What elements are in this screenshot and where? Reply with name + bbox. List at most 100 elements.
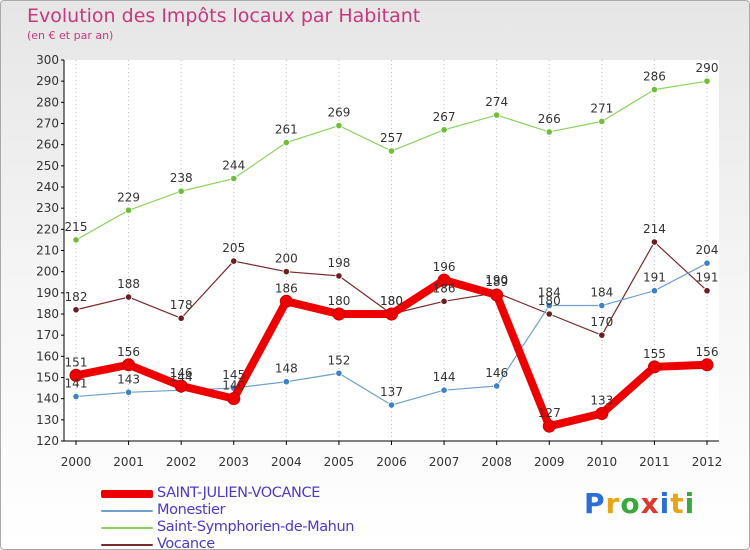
point-vocance-2004 [282,268,290,276]
data-label-saint-symphorien-de-mahun-2005: 269 [327,106,350,120]
logo-letter: i [684,487,696,520]
point-monestier-2001 [124,388,133,396]
point-monestier-2012 [703,259,711,267]
data-label-saint-julien-vocance-2008: 189 [485,275,508,289]
point-saint-symphorien-de-mahun-2001 [124,206,133,214]
y-tick-label-250: 250 [36,159,59,173]
data-label-vocance-2004: 200 [275,252,298,266]
point-saint-julien-vocance-2012 [700,358,714,372]
data-label-saint-symphorien-de-mahun-2004: 261 [275,123,298,137]
point-saint-symphorien-de-mahun-2003 [230,174,238,183]
legend-swatch-monestier [101,510,153,512]
data-label-saint-julien-vocance-2007: 196 [433,260,456,274]
data-label-monestier-2007: 144 [433,370,456,384]
series-vocance [72,238,711,339]
data-label-saint-julien-vocance-2005: 180 [327,294,350,308]
data-label-vocance-2005: 198 [327,256,350,270]
logo-letter: o [620,487,641,520]
series-saint-symphorien-de-mahun [72,77,711,244]
x-tick-label-2006: 2006 [376,455,407,469]
legend-swatch-vocance [101,544,153,546]
data-label-monestier-2008: 146 [485,366,508,380]
y-tick-label-180: 180 [36,307,59,321]
point-saint-julien-vocance-2003 [227,392,241,406]
point-saint-julien-vocance-2000 [69,368,83,382]
x-tick-label-2009: 2009 [534,455,565,469]
point-saint-julien-vocance-2008 [490,288,504,302]
point-saint-symphorien-de-mahun-2000 [72,236,80,244]
point-saint-symphorien-de-mahun-2007 [440,126,448,134]
point-vocance-2005 [335,272,343,280]
point-saint-symphorien-de-mahun-2004 [282,138,290,147]
y-tick-label-260: 260 [36,138,59,152]
series-saint-julien-vocance [69,273,714,433]
data-label-vocance-2000: 182 [65,290,88,304]
point-saint-julien-vocance-2006 [385,307,398,321]
point-vocance-2012 [703,287,711,295]
data-label-saint-symphorien-de-mahun-2011: 286 [643,70,666,84]
data-label-monestier-2011: 191 [643,271,666,285]
y-tick-label-280: 280 [36,95,59,109]
y-tick-label-220: 220 [36,222,59,236]
point-monestier-2005 [335,369,343,377]
data-label-saint-julien-vocance-2010: 133 [590,393,613,407]
data-label-vocance-2008: 190 [485,273,508,287]
point-vocance-2010 [598,331,606,339]
data-label-monestier-2004: 148 [275,362,298,376]
plot-area [64,60,719,441]
data-label-saint-symphorien-de-mahun-2012: 290 [696,61,719,75]
y-tick-label-290: 290 [36,74,59,88]
data-label-saint-julien-vocance-2006: 180 [380,294,403,308]
legend-label-vocance: Vocance [157,536,215,550]
y-tick-label-300: 300 [36,53,59,67]
data-label-monestier-2006: 137 [380,385,403,399]
data-label-saint-julien-vocance-2012: 156 [696,345,719,359]
data-label-saint-symphorien-de-mahun-2007: 267 [433,110,456,124]
x-tick-label-2002: 2002 [166,455,197,469]
data-label-saint-julien-vocance-2011: 155 [643,347,666,361]
data-label-monestier-2003: 145 [222,368,245,382]
data-label-saint-julien-vocance-2009: 127 [538,406,561,420]
point-saint-symphorien-de-mahun-2008 [493,111,501,119]
x-tick-label-2000: 2000 [61,455,92,469]
y-tick-label-240: 240 [36,180,59,194]
legend-label-monestier: Monestier [157,502,226,518]
logo-letter: t [670,487,685,520]
point-saint-symphorien-de-mahun-2012 [703,77,711,85]
point-vocance-2009 [545,310,553,318]
point-saint-symphorien-de-mahun-2010 [598,117,606,125]
y-tick-label-150: 150 [36,371,59,385]
data-label-vocance-2006: 180 [380,294,403,308]
data-label-vocance-2003: 205 [222,241,245,255]
data-label-saint-julien-vocance-2004: 186 [275,281,298,295]
logo-letter: P [584,487,606,520]
x-tick-label-2001: 2001 [113,455,144,469]
x-tick-label-2012: 2012 [692,455,723,469]
x-tick-label-2004: 2004 [271,455,302,469]
data-label-monestier-2000: 141 [65,377,88,391]
data-label-vocance-2012: 191 [696,271,719,285]
y-tick-label-230: 230 [36,201,59,215]
series-layer [69,77,714,433]
data-label-monestier-2001: 143 [117,372,140,386]
data-label-saint-symphorien-de-mahun-2010: 271 [590,101,613,115]
point-monestier-2006 [387,401,396,409]
data-label-vocance-2011: 214 [643,222,666,236]
data-label-vocance-2010: 170 [590,315,613,329]
y-tick-label-120: 120 [36,434,59,448]
point-saint-symphorien-de-mahun-2002 [177,187,185,195]
x-tick-label-2008: 2008 [481,455,512,469]
point-saint-symphorien-de-mahun-2005 [335,122,343,130]
point-saint-julien-vocance-2002 [174,379,188,393]
data-label-vocance-2001: 188 [117,277,140,291]
data-label-saint-julien-vocance-2000: 151 [65,355,88,369]
data-label-monestier-2012: 204 [696,243,719,257]
y-tick-label-170: 170 [36,328,59,342]
data-label-vocance-2002: 178 [170,298,193,312]
proxiti-logo: Proxiti [584,487,695,520]
data-label-saint-symphorien-de-mahun-2000: 215 [65,220,88,234]
legend-label-saint-symphorien-de-mahun: Saint-Symphorien-de-Mahun [157,519,355,535]
y-tick-label-160: 160 [36,349,59,363]
